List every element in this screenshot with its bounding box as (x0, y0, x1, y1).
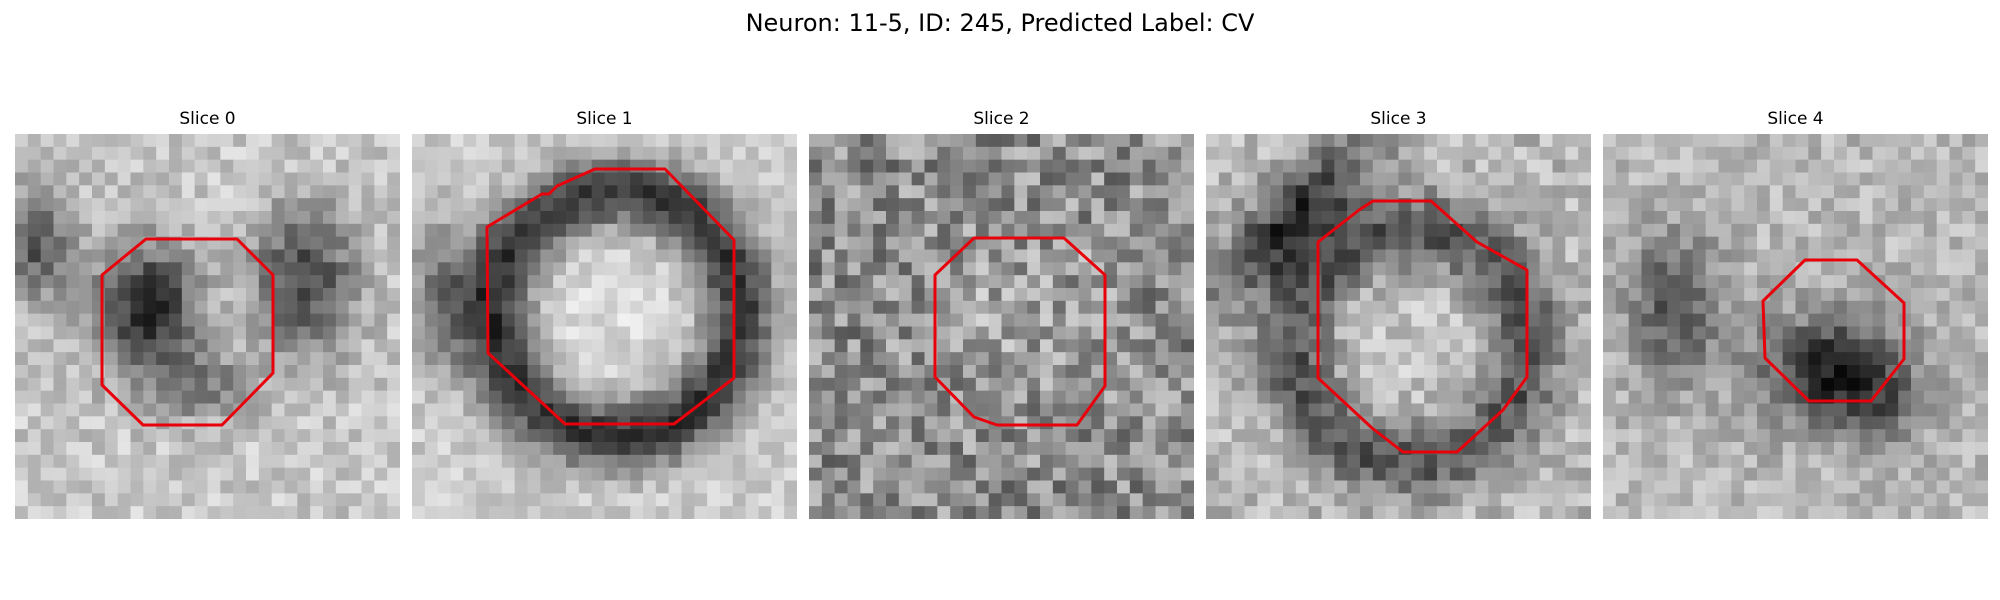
slice-title-0: Slice 0 (179, 109, 236, 129)
slice-panel-1: Slice 1 (412, 108, 797, 519)
slice-title-4: Slice 4 (1767, 109, 1824, 129)
slice-panel-0: Slice 0 (15, 108, 400, 519)
slice-panel-2: Slice 2 (809, 108, 1194, 519)
roi-outline-3 (1316, 199, 1529, 454)
slice-title-3: Slice 3 (1370, 109, 1427, 129)
roi-outline-2 (933, 236, 1107, 427)
roi-outline-0 (100, 237, 275, 427)
slice-title-1: Slice 1 (576, 109, 633, 129)
roi-outline-1 (485, 167, 736, 426)
slice-image-0 (15, 134, 400, 519)
slice-panel-4: Slice 4 (1603, 108, 1988, 519)
slice-image-1 (412, 134, 797, 519)
slice-image-4 (1603, 134, 1988, 519)
slice-panel-3: Slice 3 (1206, 108, 1591, 519)
slice-image-2 (809, 134, 1194, 519)
figure-title: Neuron: 11-5, ID: 245, Predicted Label: … (745, 9, 1255, 37)
roi-outline-4 (1761, 258, 1906, 403)
slice-title-2: Slice 2 (973, 109, 1030, 129)
slice-image-3 (1206, 134, 1591, 519)
